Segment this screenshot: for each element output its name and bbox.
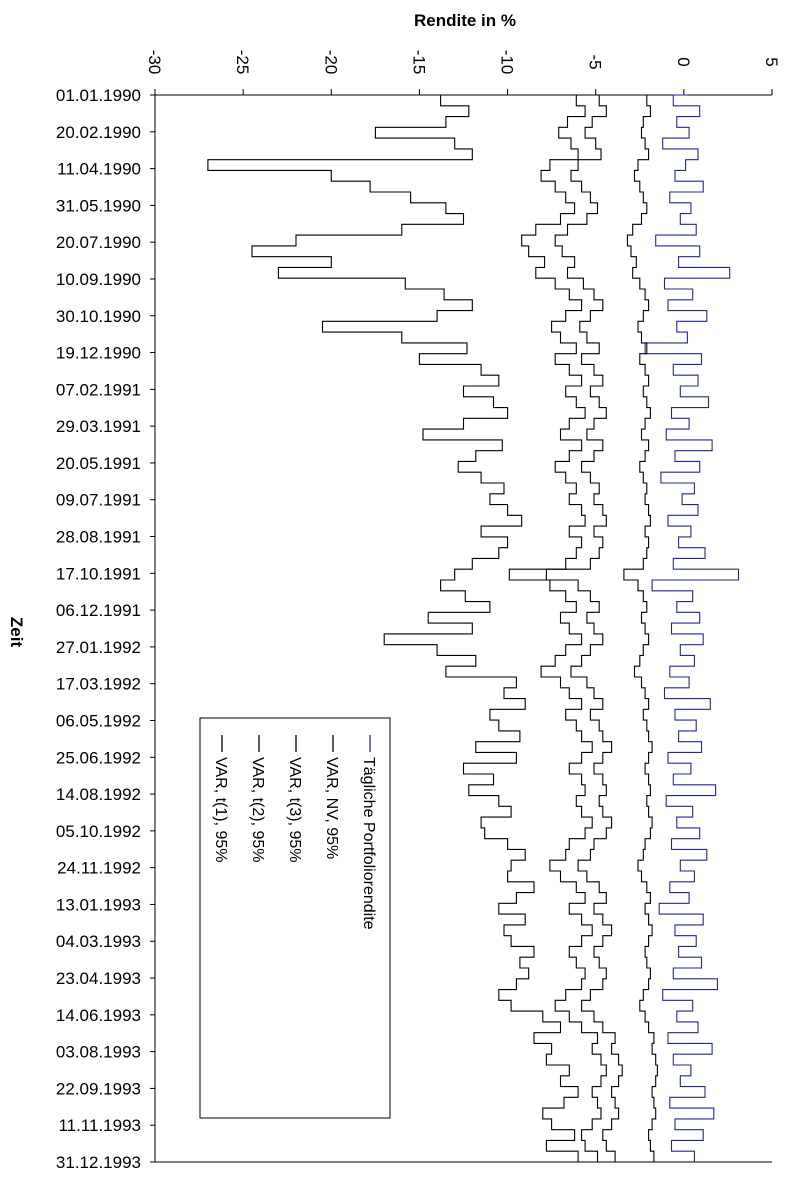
time-tick-label: 17.10.1991 <box>56 564 141 583</box>
time-tick-label: 06.12.1991 <box>56 601 141 620</box>
time-tick-label: 20.05.1991 <box>56 454 141 473</box>
legend-label: VAR, t(1), 95% <box>212 757 229 863</box>
time-tick-label: 29.03.1991 <box>56 417 141 436</box>
time-tick-label: 03.08.1993 <box>56 1043 141 1062</box>
value-tick-label: 5 <box>762 57 781 66</box>
time-tick-label: 30.10.1990 <box>56 307 141 326</box>
legend-label: VAR, t(3), 95% <box>286 757 303 863</box>
legend-label: Tägliche Portfoliorendite <box>360 757 377 930</box>
time-tick-label: 05.10.1992 <box>56 822 141 841</box>
value-tick-label: -10 <box>498 50 517 75</box>
time-tick-label: 27.01.1992 <box>56 638 141 657</box>
value-axis-title: Rendite in % <box>414 11 516 30</box>
series-line <box>207 94 579 1162</box>
time-tick-label: 31.12.1993 <box>56 1153 141 1172</box>
value-tick-label: -15 <box>409 50 428 75</box>
time-tick-label: 20.07.1990 <box>56 233 141 252</box>
series-line <box>508 94 607 1162</box>
value-tick-label: 0 <box>674 57 693 66</box>
series-line <box>545 94 623 1162</box>
value-tick-label: -20 <box>321 50 340 75</box>
time-tick-label: 25.06.1992 <box>56 748 141 767</box>
value-tick-label: -30 <box>145 50 164 75</box>
time-axis: 01.01.1990 20.02.1990 11.04.1990 31.05.1990… <box>56 86 156 1172</box>
value-tick-label: -5 <box>586 54 605 69</box>
time-tick-label: 31.05.1990 <box>56 196 141 215</box>
time-tick-label: 11.11.1993 <box>58 1116 141 1135</box>
time-tick-label: 14.06.1993 <box>56 1006 141 1025</box>
time-tick-label: 28.08.1991 <box>56 528 141 547</box>
time-tick-label: 10.09.1990 <box>56 270 141 289</box>
time-tick-label: 19.12.1990 <box>56 344 141 363</box>
time-tick-label: 22.09.1993 <box>56 1079 141 1098</box>
value-tick-label: -25 <box>233 50 252 75</box>
time-axis-title: Zeit <box>7 617 26 648</box>
time-tick-label: 07.02.1991 <box>56 380 141 399</box>
time-tick-label: 11.04.1990 <box>57 160 141 179</box>
time-tick-label: 04.03.1993 <box>56 932 141 951</box>
legend: Tägliche Portfoliorendite VAR, NV, 95% VAR… <box>199 717 391 1119</box>
legend-box <box>199 717 391 1119</box>
legend-label: VAR, t(2), 95% <box>249 757 266 863</box>
series-line <box>623 94 658 1162</box>
time-tick-label: 14.08.1992 <box>56 785 141 804</box>
value-axis: -30 -25 -20 -15 -10 -5 0 5 <box>145 50 781 1163</box>
series-group <box>207 94 740 1162</box>
time-tick-label: 20.02.1990 <box>56 123 141 142</box>
legend-label: VAR, NV, 95% <box>323 757 340 859</box>
time-tick-label: 24.11.1992 <box>57 859 141 878</box>
time-tick-label: 23.04.1993 <box>56 969 141 988</box>
time-tick-label: 17.03.1992 <box>56 675 141 694</box>
series-line <box>644 94 740 1162</box>
time-tick-label: 01.01.1990 <box>56 86 141 105</box>
time-tick-label: 13.01.1993 <box>56 895 141 914</box>
time-tick-label: 09.07.1991 <box>56 491 141 510</box>
time-tick-label: 06.05.1992 <box>56 711 141 730</box>
